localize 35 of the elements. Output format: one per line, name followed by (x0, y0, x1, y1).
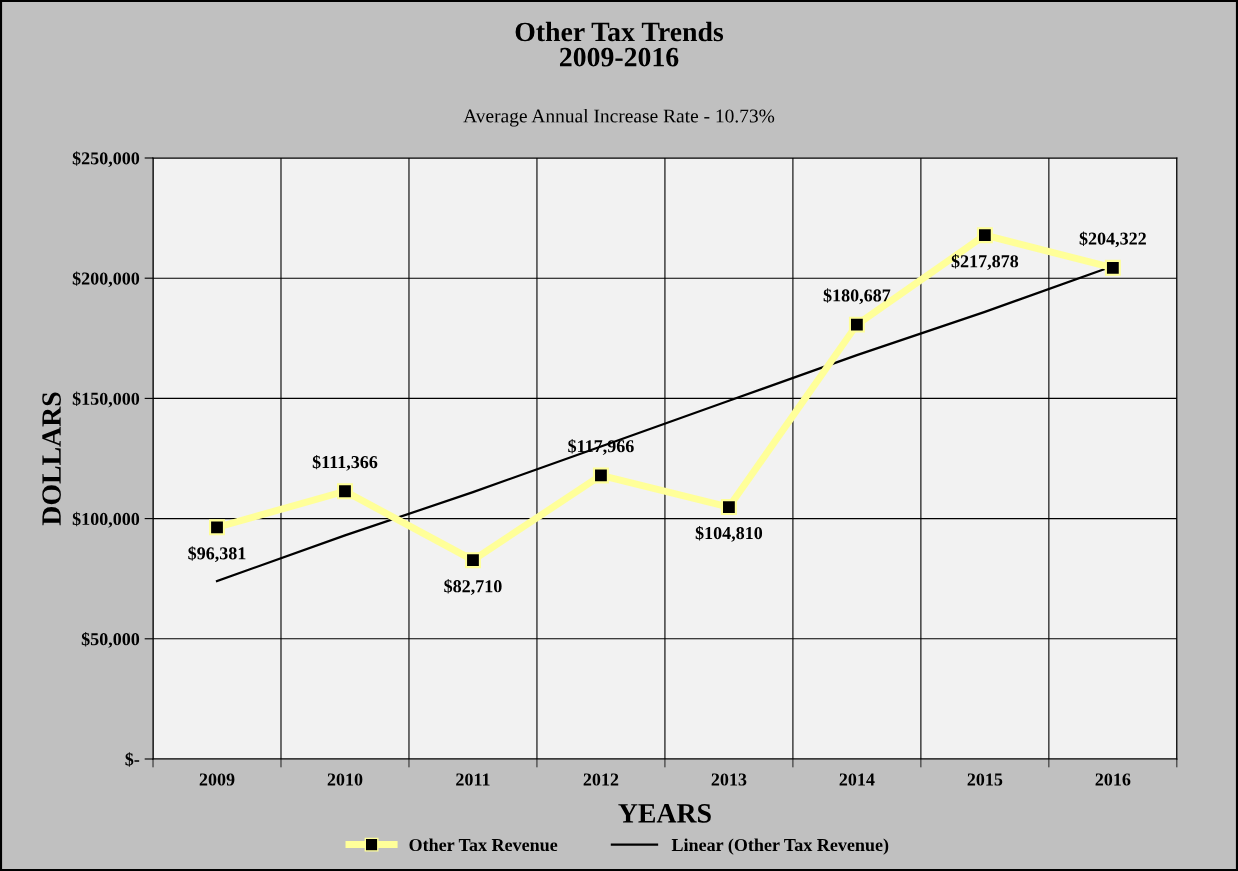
y-tick-label: $200,000 (72, 271, 140, 288)
x-axis-title: YEARS (618, 804, 711, 823)
point (209, 519, 225, 536)
y-tick-label: $250,000 (72, 151, 140, 168)
data-label: $82,710 (444, 579, 502, 595)
point (848, 316, 865, 333)
legend-label: Linear (Other Tax Revenue) (671, 838, 889, 855)
x-tick-label: 2015 (967, 773, 1003, 786)
point (1104, 259, 1121, 276)
point (464, 552, 481, 569)
x-tick-label: 2009 (199, 773, 235, 786)
x-tick-label: 2016 (1095, 773, 1131, 786)
y-tick-label: $- (125, 752, 140, 767)
x-tick-label: 2013 (711, 773, 747, 786)
x-tick-label: 2012 (583, 773, 619, 786)
legend-label: Other Tax Revenue (409, 838, 558, 852)
data-label: $204,322 (1079, 231, 1146, 248)
x-tick-label: 2010 (327, 773, 363, 786)
data-label: $217,878 (951, 254, 1019, 270)
chart-subtitle: Average Annual Increase Rate - 10.73% (463, 108, 775, 127)
data-label: $104,810 (695, 525, 763, 542)
data-label: $96,381 (188, 546, 246, 563)
y-tick-label: $50,000 (81, 631, 140, 648)
point (720, 499, 737, 516)
point (976, 227, 993, 244)
x-tick-label: 2011 (456, 773, 490, 786)
y-tick-label: $150,000 (72, 391, 140, 408)
point (337, 483, 353, 500)
y-tick-label: $100,000 (72, 511, 140, 528)
y-axis-title: DOLLARS (42, 392, 61, 526)
data-label: $111,366 (312, 454, 378, 471)
x-tick-label: 2014 (839, 773, 875, 786)
point (592, 467, 609, 484)
chart-title: Other Tax Trends 2009-2016 (515, 21, 724, 67)
data-label: $180,687 (823, 288, 891, 305)
